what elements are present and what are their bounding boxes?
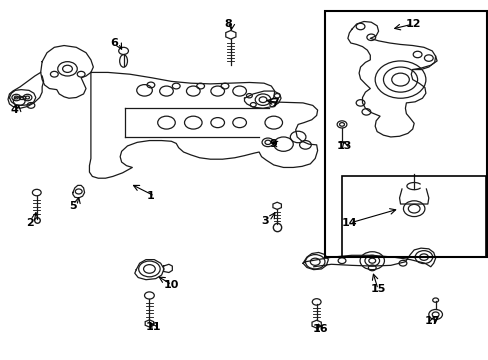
Text: 8: 8	[224, 19, 231, 29]
Bar	[19, 96, 25, 99]
Text: 12: 12	[405, 19, 420, 29]
Text: 16: 16	[312, 324, 328, 334]
Text: 2: 2	[26, 218, 34, 228]
Text: 10: 10	[163, 280, 179, 290]
Bar	[341, 176, 486, 257]
Text: 5: 5	[69, 201, 77, 211]
Text: 3: 3	[261, 216, 268, 226]
Text: 17: 17	[424, 316, 440, 325]
Bar	[325, 12, 487, 257]
Text: 9: 9	[269, 139, 277, 149]
Text: 14: 14	[341, 218, 357, 228]
Text: 13: 13	[336, 141, 352, 151]
Text: 15: 15	[369, 284, 385, 294]
Text: 4: 4	[10, 105, 18, 115]
Text: 11: 11	[146, 322, 161, 332]
Text: 6: 6	[110, 38, 118, 48]
Text: 7: 7	[271, 98, 279, 108]
Text: 1: 1	[147, 191, 154, 201]
